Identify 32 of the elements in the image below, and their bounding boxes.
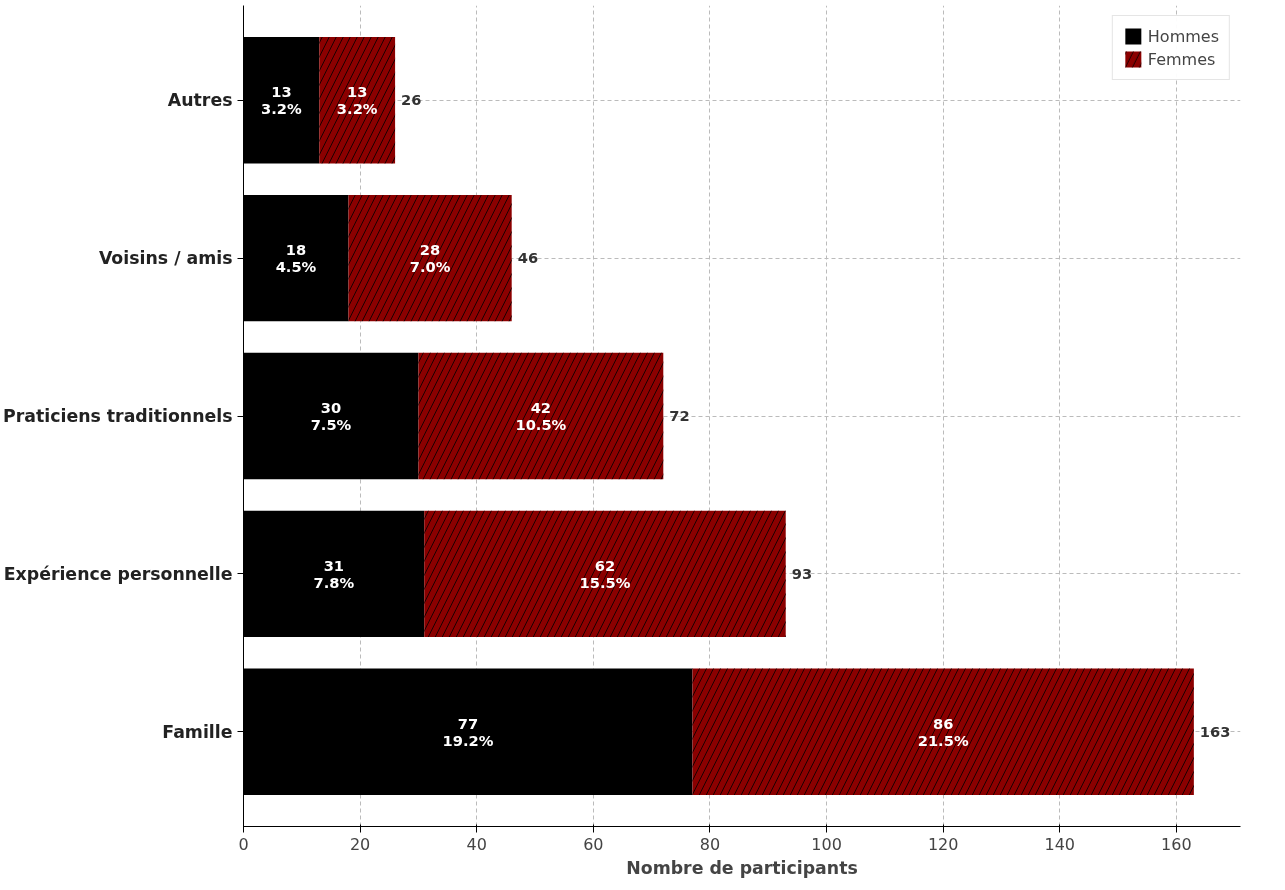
x-tick-label: 100: [811, 834, 842, 854]
x-tick-label: 40: [466, 834, 487, 854]
y-tick-label: Expérience personnelle: [3, 563, 233, 584]
data-label: 28 7.0%: [409, 241, 451, 276]
data-label: 77 19.2%: [442, 714, 494, 749]
x-tick-label: 0: [238, 834, 249, 854]
data-label: 86 21.5%: [917, 714, 969, 749]
data-label: 30 7.5%: [310, 399, 352, 433]
data-label: 42 10.5%: [515, 399, 567, 433]
x-axis-title: Nombre de participants: [626, 857, 858, 878]
y-tick-label: Autres: [167, 90, 233, 111]
y-tick-label: Voisins / amis: [98, 248, 233, 269]
total-label: 163: [1199, 722, 1231, 740]
total-label: 72: [669, 407, 690, 424]
x-tick-label: 80: [699, 834, 721, 854]
data-label: 18 4.5%: [275, 241, 317, 276]
x-tick-label: 20: [349, 834, 371, 854]
total-label: 26: [401, 91, 422, 109]
data-label: 13 3.2%: [261, 83, 303, 118]
data-label: 13 3.2%: [336, 83, 378, 118]
total-label: 46: [517, 249, 539, 267]
x-tick-label: 160: [1161, 834, 1192, 854]
x-tick-label: 140: [1044, 834, 1076, 854]
y-tick-label: Praticiens traditionnels: [3, 406, 233, 426]
legend-label: Hommes: [1147, 26, 1219, 46]
total-label: 93: [791, 564, 813, 582]
data-label: 31 7.8%: [313, 556, 355, 591]
data-label: 62 15.5%: [579, 556, 631, 591]
x-tick-label: 60: [583, 834, 604, 854]
x-tick-label: 120: [927, 834, 959, 854]
legend-label: Femmes: [1147, 49, 1216, 69]
y-tick-label: Famille: [162, 721, 233, 742]
